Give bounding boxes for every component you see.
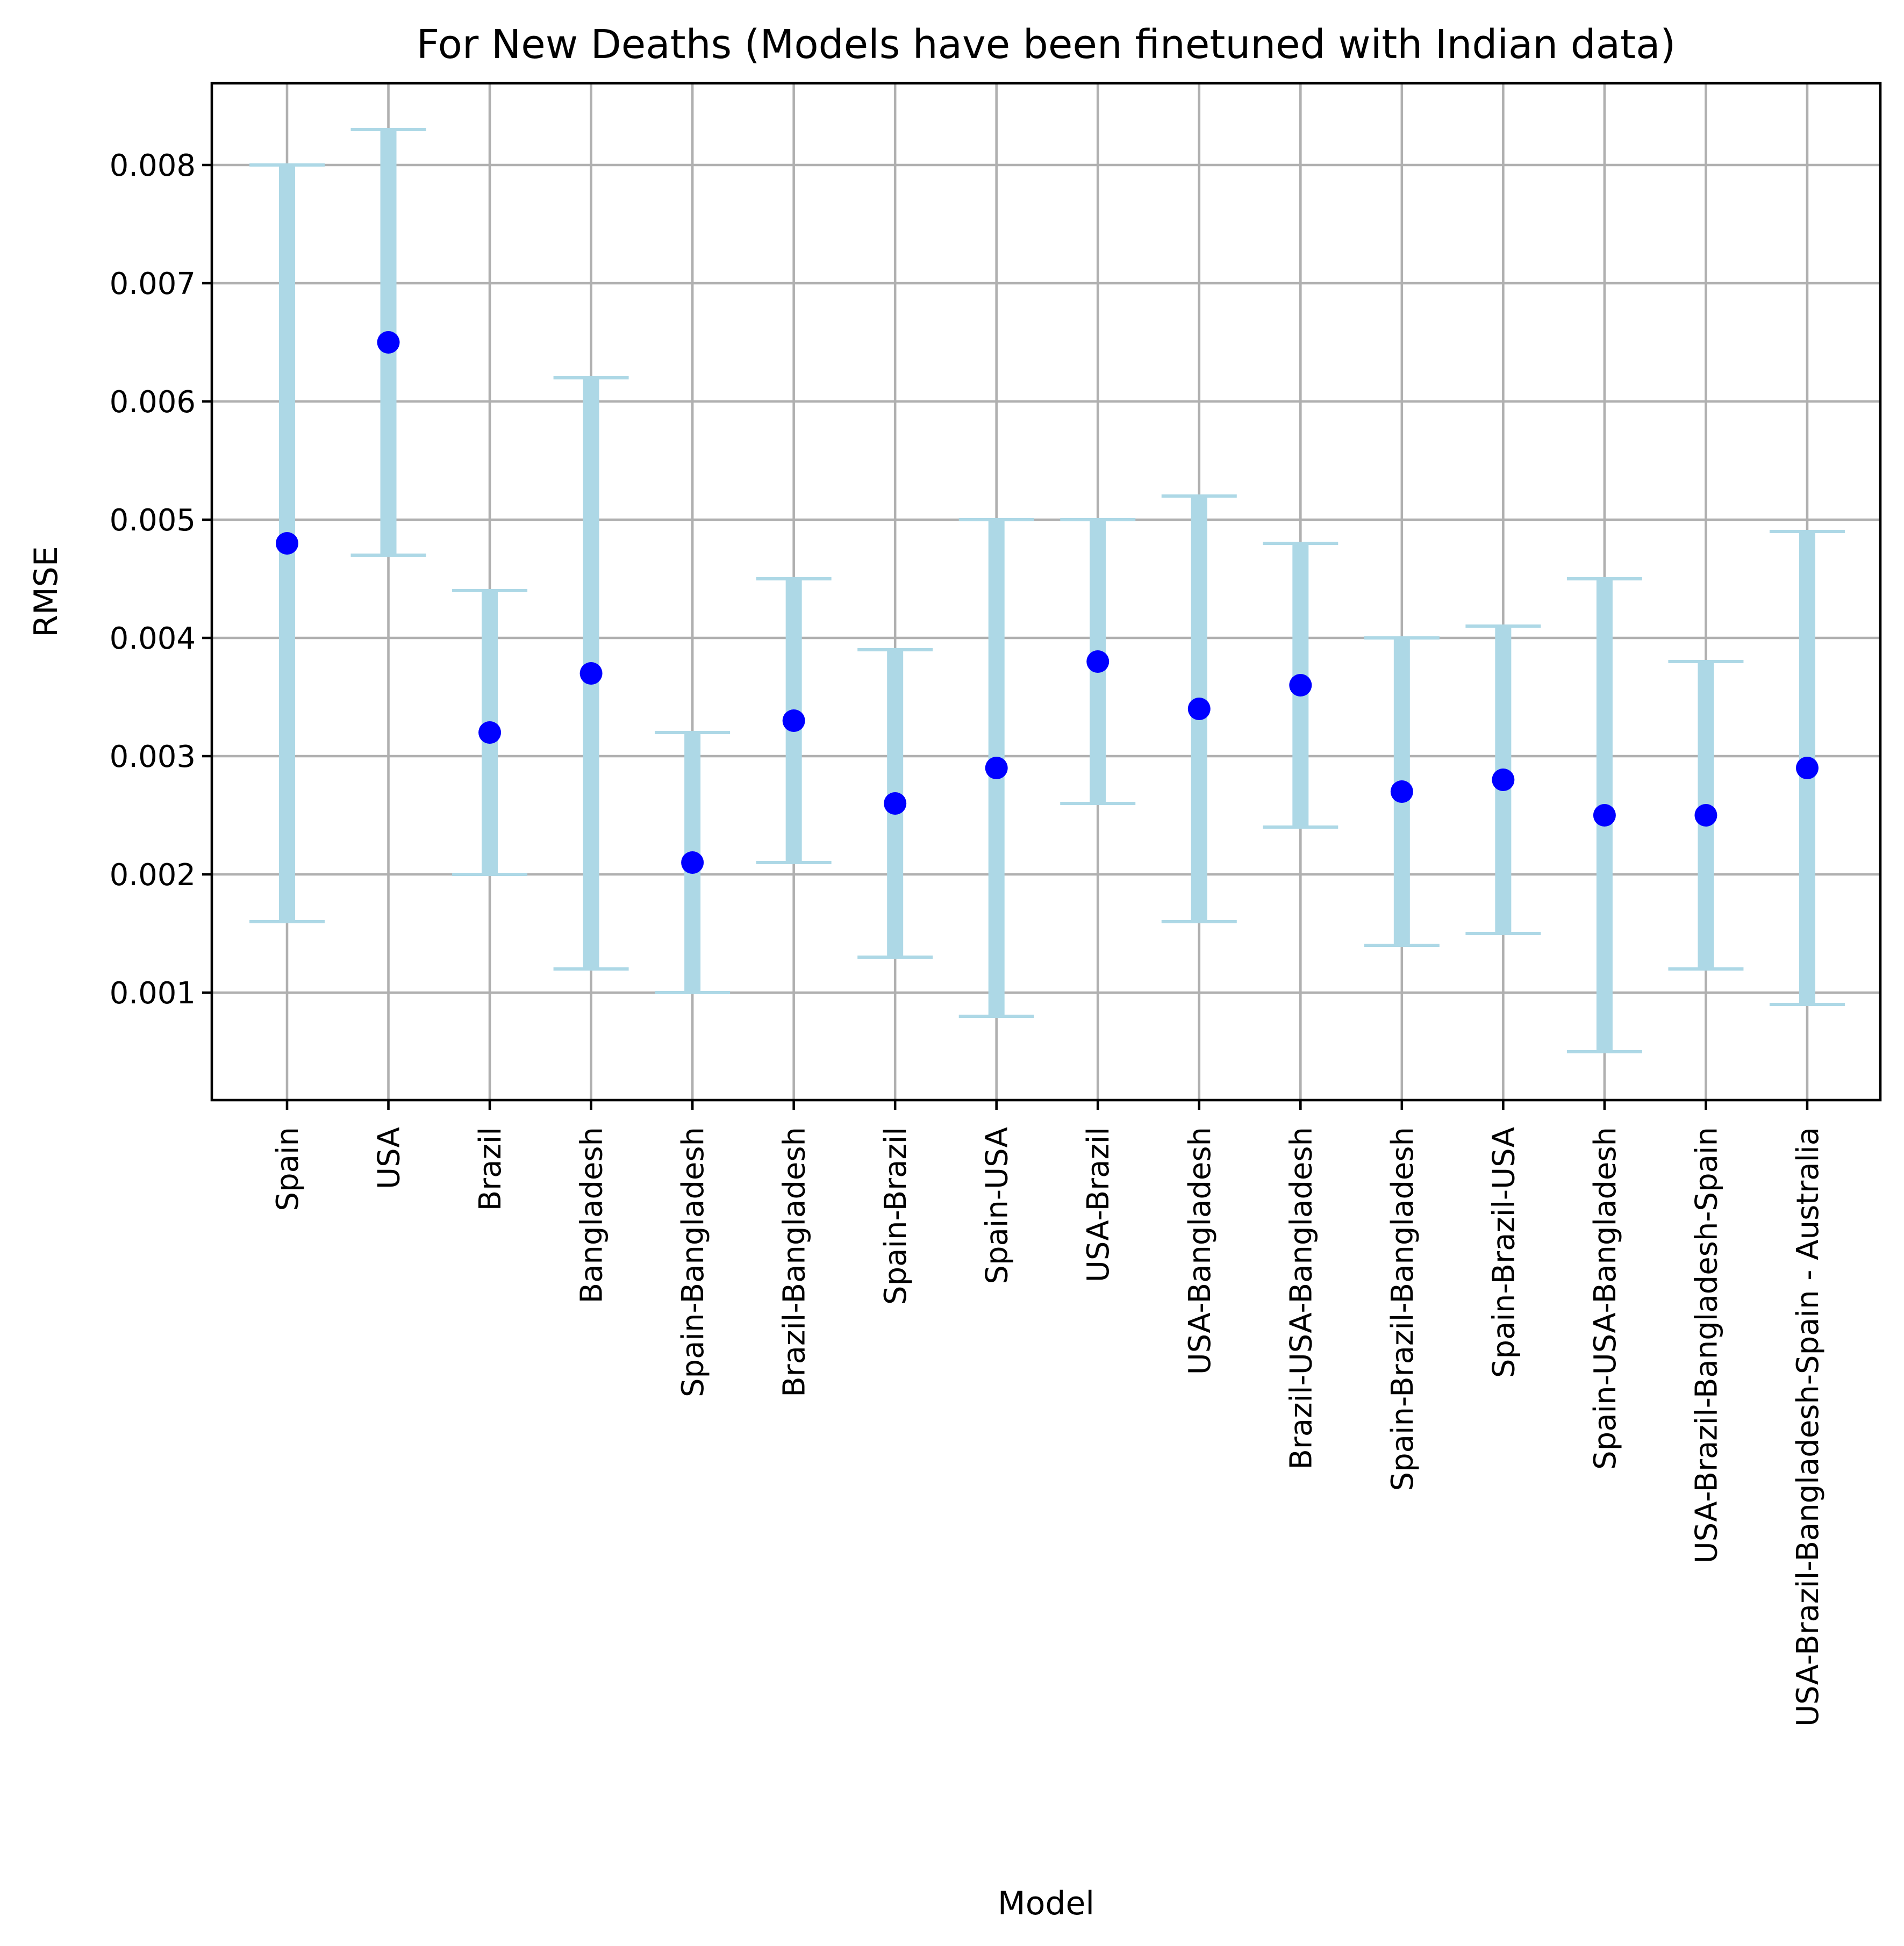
data-point <box>884 792 907 815</box>
y-tick-label: 0.006 <box>110 385 196 420</box>
y-tick-label: 0.008 <box>110 148 196 183</box>
data-point <box>478 721 502 744</box>
y-tick-label: 0.002 <box>110 858 196 893</box>
x-tick-label: Spain-Bangladesh <box>676 1127 711 1397</box>
x-axis-ticks: Spain USA Brazil Bangladesh Spain-Bangladesh… <box>270 1100 1826 1727</box>
data-points <box>276 331 1819 874</box>
plot-frame <box>210 82 1882 1102</box>
data-point <box>1795 757 1819 779</box>
x-tick-label: Spain-Brazil-Bangladesh <box>1385 1127 1420 1491</box>
x-tick-label: Brazil <box>473 1127 508 1211</box>
data-point <box>276 532 298 555</box>
chart-title: For New Deaths (Models have been finetun… <box>417 21 1676 68</box>
data-point <box>1593 804 1616 827</box>
x-tick-label: Spain-Brazil <box>878 1127 913 1305</box>
x-tick-label: Spain <box>270 1127 305 1211</box>
x-tick-label: Spain-Brazil-USA <box>1486 1127 1521 1378</box>
data-point <box>1694 804 1717 827</box>
x-tick-label: Brazil-Bangladesh <box>777 1127 812 1397</box>
x-tick-label: USA-Brazil-Bangladesh-Spain <box>1689 1127 1724 1563</box>
x-tick-label: USA-Brazil-Bangladesh-Spain - Australia <box>1791 1127 1826 1727</box>
data-point <box>681 851 704 874</box>
data-point <box>1289 674 1312 696</box>
y-axis-label: RMSE <box>27 546 65 637</box>
data-point <box>1086 650 1110 673</box>
y-tick-label: 0.003 <box>110 739 196 774</box>
y-tick-label: 0.004 <box>110 621 196 656</box>
x-tick-label: Bangladesh <box>575 1127 610 1303</box>
data-point <box>1187 698 1211 720</box>
y-axis-ticks: 0.001 0.002 0.003 0.004 0.005 0.006 0.007 0.008 <box>110 148 212 1011</box>
x-tick-label: Spain-USA <box>980 1127 1015 1284</box>
data-point <box>985 757 1008 779</box>
y-tick-label: 0.007 <box>110 267 196 301</box>
y-tick-label: 0.005 <box>110 503 196 538</box>
x-tick-label: Brazil-USA-Bangladesh <box>1284 1127 1319 1470</box>
x-tick-label: USA-Brazil <box>1081 1127 1116 1282</box>
data-point <box>377 331 400 354</box>
y-tick-label: 0.001 <box>110 976 196 1011</box>
x-tick-label: Spain-USA-Bangladesh <box>1588 1127 1623 1470</box>
x-tick-label: USA-Bangladesh <box>1183 1127 1218 1375</box>
data-point <box>1492 769 1515 791</box>
data-point <box>579 662 603 685</box>
x-axis-label: Model <box>998 1885 1094 1922</box>
data-point <box>1390 780 1413 803</box>
x-tick-label: USA <box>372 1127 407 1189</box>
data-point <box>782 709 805 732</box>
